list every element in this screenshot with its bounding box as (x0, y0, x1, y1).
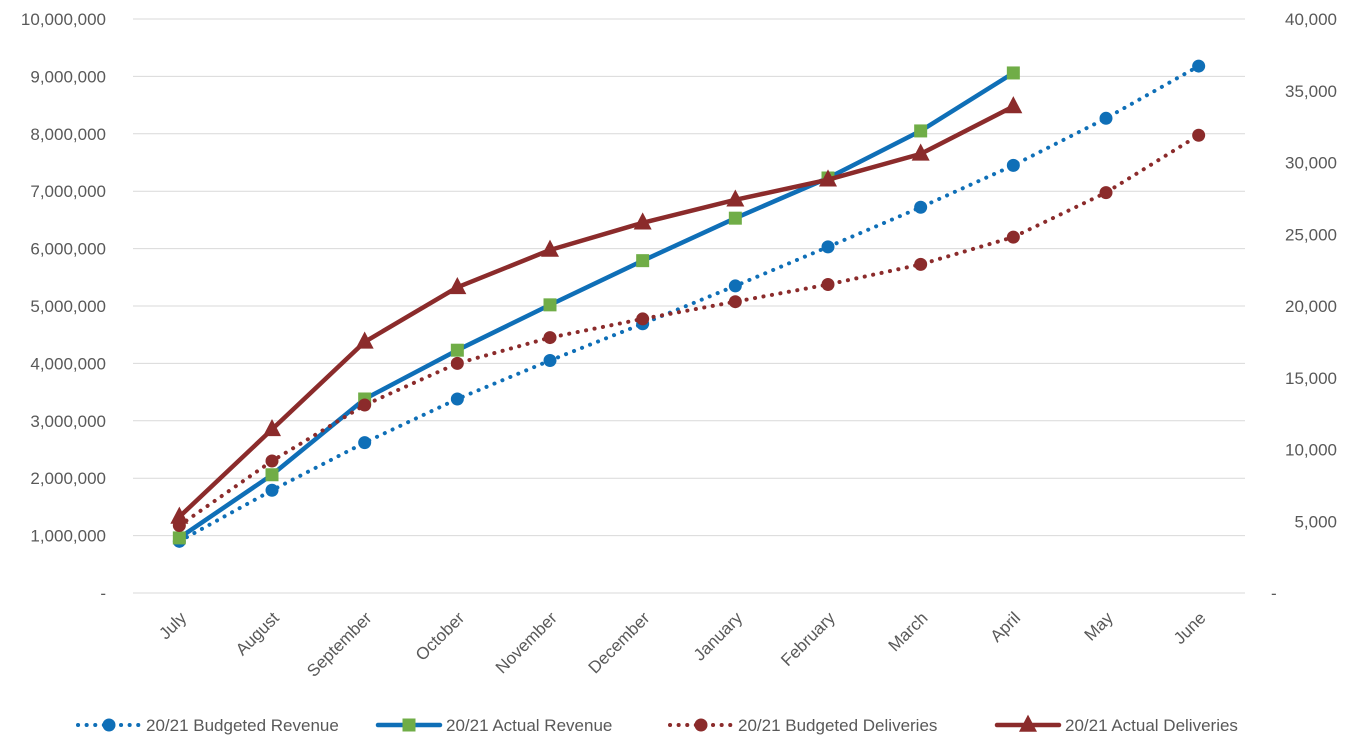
data-point (636, 312, 650, 326)
data-point (172, 531, 186, 545)
right-tick-label: 30,000 (1285, 154, 1337, 173)
series-3 (172, 128, 1206, 533)
left-tick-label: 8,000,000 (30, 125, 106, 144)
right-tick-label: 15,000 (1285, 369, 1337, 388)
left-tick-label: 9,000,000 (30, 67, 106, 86)
data-point (265, 468, 279, 482)
right-tick-label: 35,000 (1285, 82, 1337, 101)
left-tick-label: 10,000,000 (21, 10, 106, 29)
data-point (450, 392, 464, 406)
data-point (914, 257, 928, 271)
data-point (728, 211, 742, 225)
legend-item[interactable]: 20/21 Actual Revenue (375, 716, 612, 735)
left-tick-label: 4,000,000 (30, 354, 106, 373)
series-group (170, 59, 1206, 548)
data-point (102, 718, 116, 732)
right-axis: - 5,000 10,000 15,000 20,000 25,000 30,000 35,0… (1271, 10, 1337, 603)
legend-label: 20/21 Budgeted Deliveries (738, 716, 937, 735)
data-point (355, 331, 374, 349)
series-line (177, 104, 1016, 520)
data-point (821, 240, 835, 254)
right-tick-label: 10,000 (1285, 441, 1337, 460)
x-tick-label: September (303, 608, 375, 680)
data-point (265, 454, 279, 468)
data-point (358, 398, 372, 412)
left-tick-label: 5,000,000 (30, 297, 106, 316)
left-tick-label: 3,000,000 (30, 412, 106, 431)
legend-item[interactable]: 20/21 Actual Deliveries (994, 714, 1238, 735)
left-tick-label: 6,000,000 (30, 240, 106, 259)
data-point (728, 279, 742, 293)
data-point (402, 718, 416, 732)
left-axis: - 1,000,000 2,000,000 3,000,000 4,000,000 5,0… (21, 10, 106, 603)
data-point (450, 343, 464, 357)
x-tick-label: May (1081, 608, 1117, 644)
data-point (1192, 128, 1206, 142)
x-tick-label: February (777, 608, 839, 670)
data-point (448, 276, 467, 295)
series-line (177, 70, 1016, 541)
right-tick-label: 40,000 (1285, 10, 1337, 29)
data-point (1019, 714, 1037, 732)
right-tick-label: 5,000 (1294, 512, 1337, 531)
series-line (177, 133, 1201, 528)
data-point (543, 354, 557, 368)
x-tick-label: October (412, 608, 468, 664)
data-point (1099, 111, 1113, 125)
data-point (821, 277, 835, 291)
data-point (450, 356, 464, 370)
data-point (911, 143, 930, 161)
x-tick-label: August (232, 608, 283, 659)
series-1 (172, 59, 1206, 548)
x-tick-label: April (987, 608, 1024, 645)
left-tick-label: - (100, 584, 106, 603)
legend-label: 20/21 Actual Deliveries (1065, 716, 1238, 735)
legend-label: 20/21 Budgeted Revenue (146, 716, 339, 735)
data-point (543, 298, 557, 312)
data-point (541, 239, 559, 257)
right-tick-label: 25,000 (1285, 225, 1337, 244)
series-line (177, 64, 1201, 544)
data-point (819, 169, 837, 187)
data-point (636, 254, 650, 268)
data-point (1192, 59, 1206, 73)
data-point (914, 124, 928, 138)
x-axis: July August September October November Decemb… (155, 608, 1209, 681)
data-point (358, 436, 372, 450)
right-tick-label: 20,000 (1285, 297, 1337, 316)
x-tick-label: March (885, 608, 932, 655)
x-tick-label: January (690, 608, 747, 665)
data-point (170, 506, 189, 524)
data-point (543, 331, 557, 345)
data-point (1004, 96, 1023, 114)
data-point (263, 419, 281, 437)
data-point (726, 189, 745, 207)
legend-item[interactable]: 20/21 Budgeted Revenue (76, 716, 339, 735)
data-point (265, 483, 279, 497)
x-tick-label: December (585, 608, 654, 677)
left-tick-label: 7,000,000 (30, 182, 106, 201)
left-tick-label: 1,000,000 (30, 527, 106, 546)
left-tick-label: 2,000,000 (30, 469, 106, 488)
data-point (728, 295, 742, 309)
x-tick-label: November (492, 608, 561, 677)
legend[interactable]: 20/21 Budgeted Revenue 20/21 Actual Reven… (76, 714, 1238, 735)
legend-label: 20/21 Actual Revenue (446, 716, 612, 735)
data-point (694, 718, 708, 732)
data-point (633, 212, 652, 230)
x-tick-label: July (155, 608, 190, 643)
gridlines (133, 18, 1245, 594)
right-tick-label: - (1271, 584, 1277, 603)
x-tick-label: June (1170, 608, 1210, 648)
data-point (1006, 158, 1020, 172)
data-point (1006, 230, 1020, 244)
series-2 (172, 66, 1020, 545)
legend-item[interactable]: 20/21 Budgeted Deliveries (668, 716, 937, 735)
data-point (1006, 66, 1020, 80)
data-point (914, 200, 928, 214)
data-point (1099, 186, 1113, 200)
series-4 (170, 96, 1023, 524)
